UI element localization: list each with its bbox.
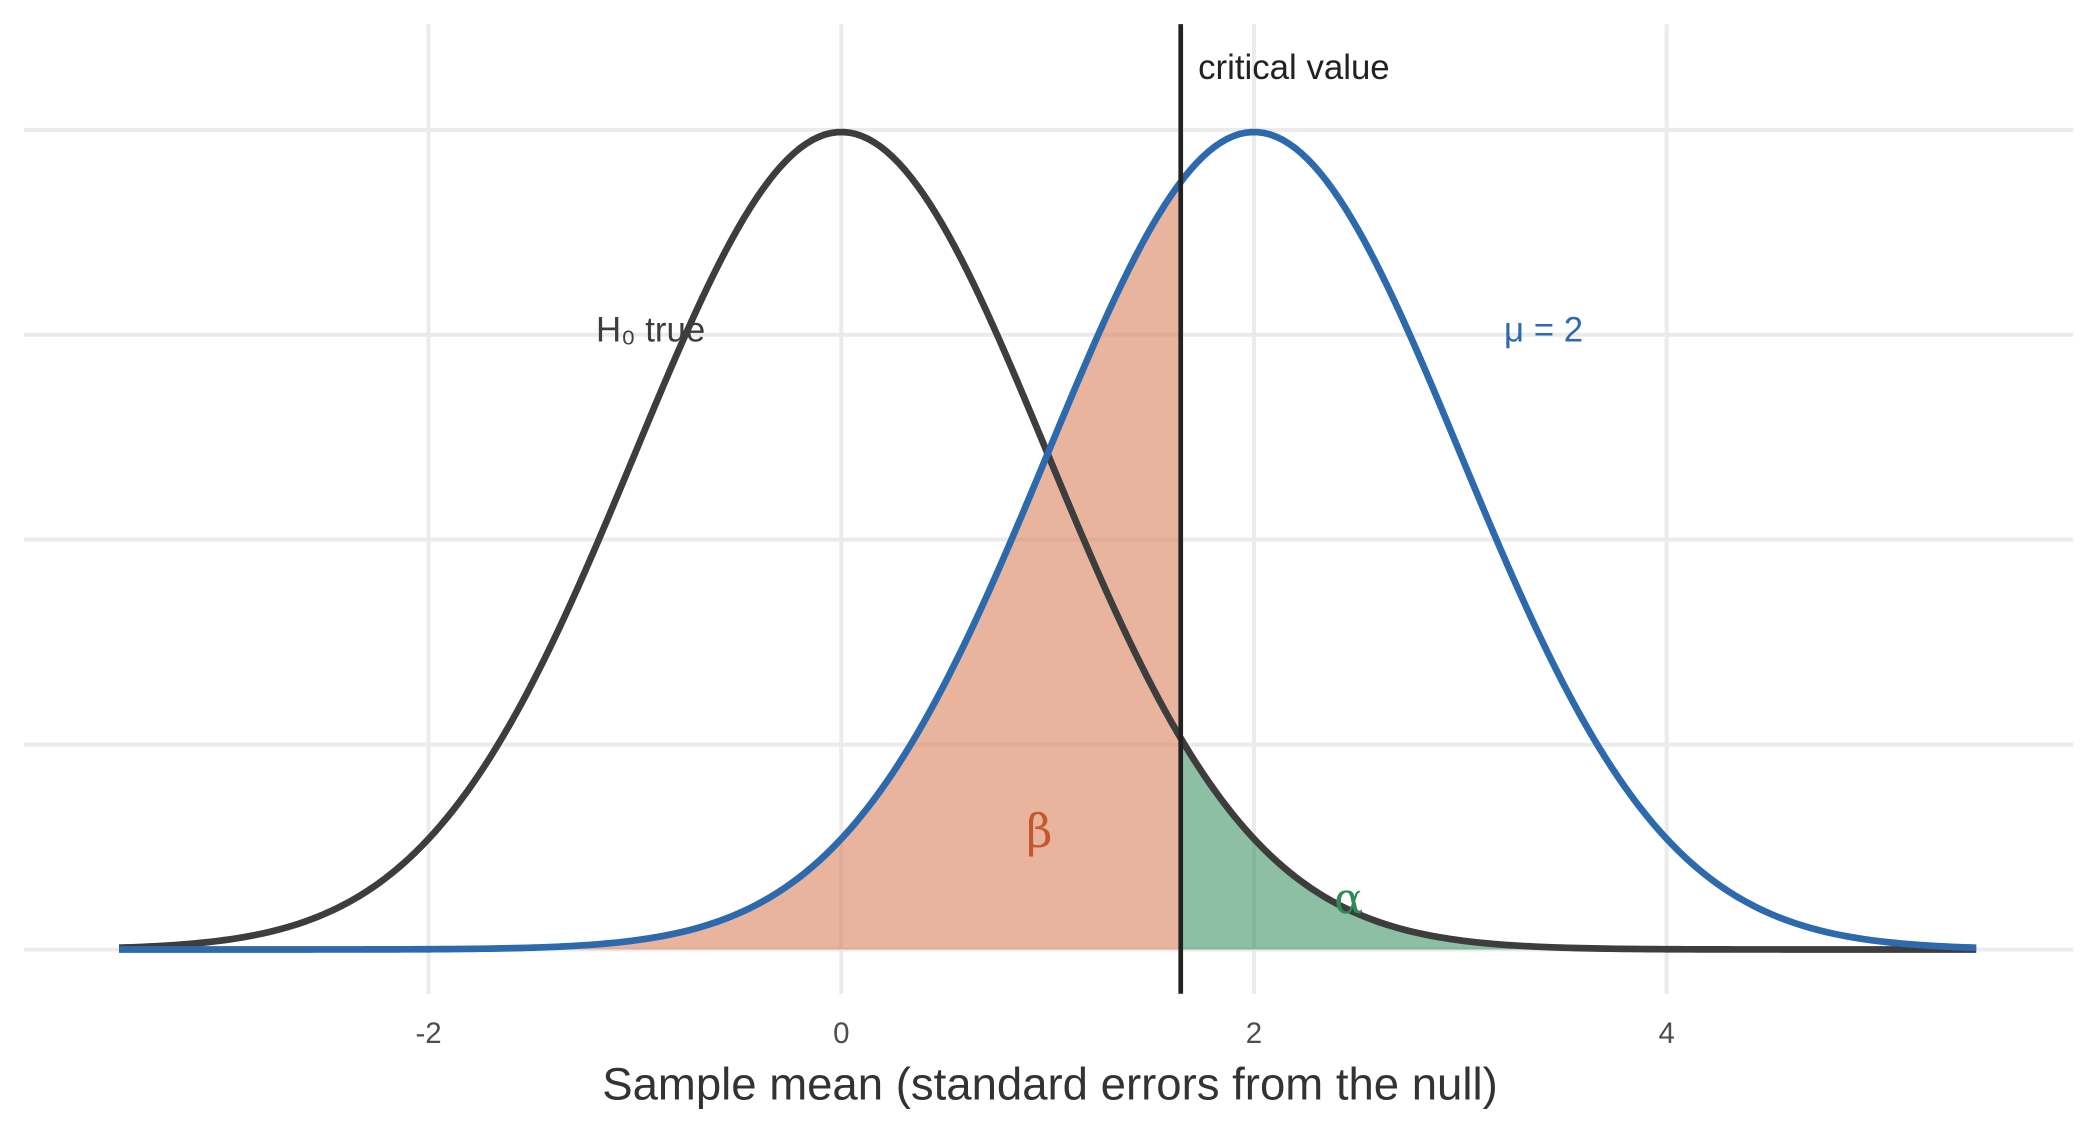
curves [118,24,1977,994]
critical-label: critical value [1198,48,1390,87]
labels: -2 0 2 4 critical value H₀ true μ = 2 β α [415,48,1674,1050]
fills [119,181,1977,950]
x-tick-label: 2 [1246,1017,1262,1050]
x-tick-label: -2 [415,1017,441,1050]
alpha-region [1180,738,1977,950]
x-tick-label: 0 [833,1017,849,1050]
x-axis-label: Sample mean (standard errors from the nu… [602,1059,1498,1110]
region-label: β [1026,805,1052,858]
beta-region [119,181,1181,950]
density-curve [119,128,1977,953]
region-label: α [1334,875,1363,925]
series-label: H₀ true [596,310,705,349]
x-tick-label: 4 [1658,1017,1674,1050]
series-label: μ = 2 [1504,310,1583,349]
